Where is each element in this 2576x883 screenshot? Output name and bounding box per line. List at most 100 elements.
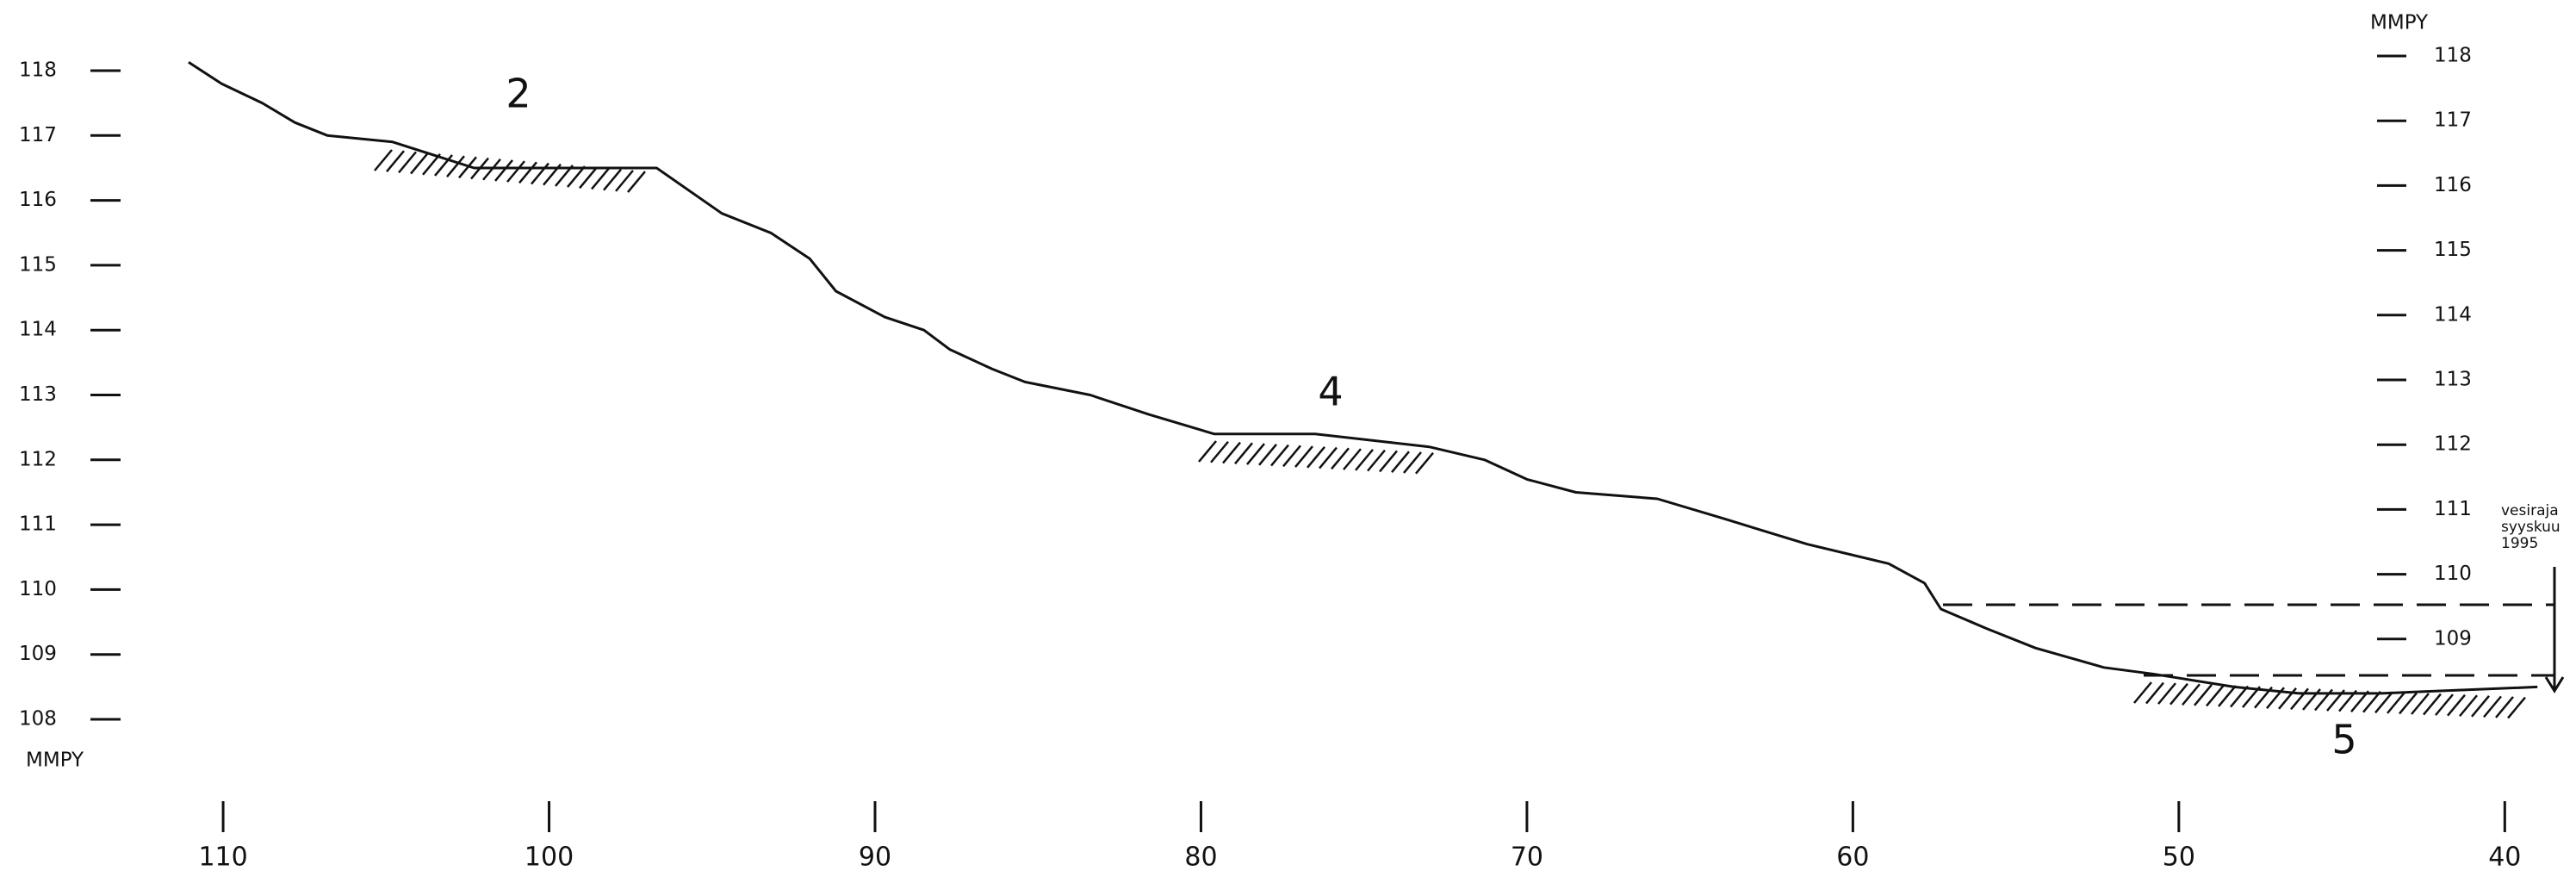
hatch bbox=[2471, 695, 2490, 718]
hatch bbox=[2254, 686, 2273, 709]
hatch bbox=[1294, 445, 1313, 468]
y-tick-label: 114 bbox=[19, 319, 57, 341]
y2-tick-label: 110 bbox=[2434, 563, 2472, 585]
y2-tick-label: 114 bbox=[2434, 303, 2472, 326]
hatch bbox=[2230, 685, 2249, 708]
hatch bbox=[2326, 689, 2345, 712]
hatch bbox=[1210, 440, 1229, 463]
hatch bbox=[2242, 686, 2261, 708]
y-tick-label: 117 bbox=[19, 124, 57, 146]
hatch bbox=[2362, 690, 2381, 713]
x-tick-label: 80 bbox=[1184, 843, 1217, 873]
hatch bbox=[579, 166, 598, 190]
hatch bbox=[2435, 693, 2454, 716]
x-tick-label: 40 bbox=[2488, 843, 2521, 873]
annotation: 2 bbox=[506, 71, 531, 117]
arrow-head bbox=[2544, 676, 2565, 693]
hatch bbox=[2290, 687, 2309, 711]
hatch bbox=[1258, 443, 1277, 466]
hatch bbox=[2507, 696, 2526, 719]
x-tick-label: 100 bbox=[525, 843, 574, 873]
annotation: vesiraja bbox=[2501, 502, 2559, 519]
water-lines bbox=[1943, 603, 2554, 677]
hatch bbox=[627, 171, 646, 193]
hatch bbox=[2387, 692, 2405, 714]
y2-tick-label: 117 bbox=[2434, 109, 2472, 132]
hatch bbox=[2206, 684, 2225, 707]
hatch bbox=[2194, 684, 2213, 706]
hatch bbox=[2266, 687, 2285, 710]
hatch bbox=[1222, 441, 1241, 464]
y-tick-label: 113 bbox=[19, 383, 57, 406]
y-tick-label: 111 bbox=[19, 513, 57, 536]
hatch bbox=[2314, 688, 2333, 712]
hatch bbox=[1379, 450, 1398, 473]
hatch bbox=[2169, 682, 2188, 706]
hatch bbox=[434, 154, 453, 177]
hatch bbox=[2423, 693, 2442, 716]
y2-axis-label: MMPY bbox=[2370, 12, 2429, 34]
hatch bbox=[1343, 448, 1362, 470]
hatch bbox=[1391, 451, 1410, 473]
hatch bbox=[2495, 696, 2514, 718]
annotation: 4 bbox=[1318, 369, 1343, 415]
hatch bbox=[482, 158, 501, 181]
y-tick-label: 110 bbox=[19, 578, 57, 600]
hatch bbox=[494, 159, 513, 182]
y-tick-label: 118 bbox=[19, 59, 57, 82]
hatch bbox=[1331, 447, 1350, 470]
profile-line bbox=[188, 60, 2538, 695]
hatch bbox=[470, 157, 489, 180]
y2-tick-label: 118 bbox=[2434, 45, 2472, 67]
hatch bbox=[1198, 440, 1217, 463]
x-tick-label: 70 bbox=[1511, 843, 1543, 873]
hatch bbox=[1270, 444, 1289, 467]
annotation: syyskuu bbox=[2501, 519, 2560, 536]
hatch bbox=[1246, 443, 1265, 465]
hatch bbox=[1307, 446, 1325, 469]
hatch bbox=[422, 152, 441, 176]
hatch bbox=[2483, 695, 2502, 718]
hatch bbox=[410, 152, 429, 175]
hatch bbox=[531, 162, 549, 185]
hatch bbox=[591, 167, 610, 190]
y2-tick-label: 111 bbox=[2434, 498, 2472, 520]
y-tick-label: 115 bbox=[19, 253, 57, 276]
hatch bbox=[1234, 442, 1253, 465]
hatch bbox=[2374, 691, 2393, 714]
hatch bbox=[2459, 694, 2478, 718]
hatch bbox=[1282, 445, 1301, 468]
hatch bbox=[446, 155, 465, 177]
hatch bbox=[603, 168, 622, 191]
hatch bbox=[2399, 692, 2418, 715]
hatch bbox=[2447, 693, 2466, 717]
hatch bbox=[2338, 689, 2357, 712]
hatch bbox=[1367, 449, 1386, 472]
hatch bbox=[506, 160, 525, 183]
y2-tick-label: 109 bbox=[2434, 627, 2472, 650]
x-tick-label: 110 bbox=[198, 843, 247, 873]
hatch bbox=[458, 156, 477, 179]
hatch bbox=[1415, 451, 1434, 475]
y2-tick-label: 113 bbox=[2434, 369, 2472, 391]
y2-tick-label: 115 bbox=[2434, 239, 2472, 261]
hatch bbox=[2145, 681, 2164, 705]
y-axis-label: MMPY bbox=[26, 749, 84, 772]
hatch bbox=[555, 165, 574, 187]
x-tick-label: 90 bbox=[859, 843, 891, 873]
hatch bbox=[567, 165, 586, 188]
hatch bbox=[2133, 681, 2152, 704]
y-tick-label: 108 bbox=[19, 708, 57, 731]
y-tick-label: 116 bbox=[19, 189, 57, 211]
hatch bbox=[1403, 451, 1422, 474]
hatch bbox=[2218, 685, 2237, 707]
hatch bbox=[386, 150, 405, 172]
y2-tick-label: 116 bbox=[2434, 174, 2472, 196]
y-tick-label: 112 bbox=[19, 448, 57, 470]
hatch bbox=[1319, 446, 1338, 469]
y-tick-label: 109 bbox=[19, 643, 57, 665]
hatch bbox=[1355, 449, 1374, 471]
hatch bbox=[398, 151, 417, 174]
annotation: 5 bbox=[2331, 717, 2356, 763]
